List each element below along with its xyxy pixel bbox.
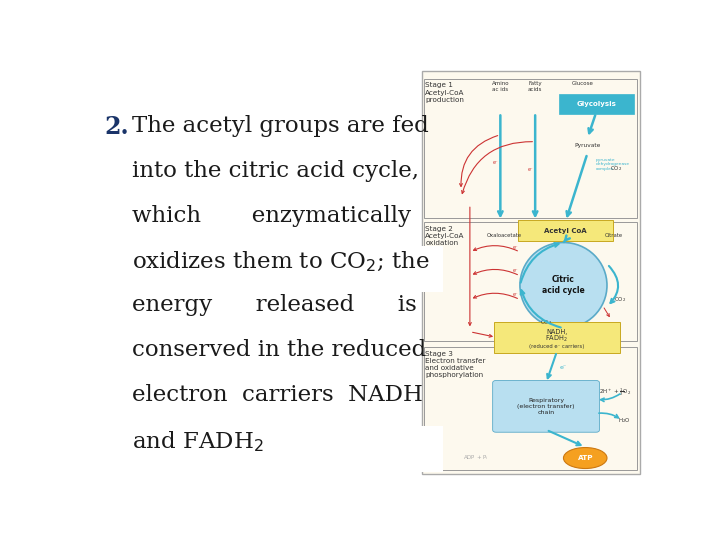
Text: H$_2$O: H$_2$O xyxy=(618,416,631,425)
Ellipse shape xyxy=(520,242,607,328)
Text: e⁻: e⁻ xyxy=(513,268,519,273)
FancyBboxPatch shape xyxy=(131,426,444,472)
Text: FADH$_2$: FADH$_2$ xyxy=(546,334,569,344)
Text: and FADH$_2$: and FADH$_2$ xyxy=(132,429,264,454)
Text: Respiratory
(electron transfer)
chain: Respiratory (electron transfer) chain xyxy=(517,398,575,415)
Text: CO$_2$: CO$_2$ xyxy=(540,318,552,327)
Text: pyruvate
dehydrogenase
complex: pyruvate dehydrogenase complex xyxy=(595,158,630,171)
Text: The acetyl groups are fed: The acetyl groups are fed xyxy=(132,114,428,137)
Text: Stage 2
Acetyl-CoA
oxidation: Stage 2 Acetyl-CoA oxidation xyxy=(426,226,465,246)
Text: which       enzymatically: which enzymatically xyxy=(132,205,411,226)
Text: Glucose: Glucose xyxy=(572,81,594,86)
Text: electron  carriers  NADH: electron carriers NADH xyxy=(132,384,423,406)
FancyBboxPatch shape xyxy=(424,347,637,470)
Text: NADH,: NADH, xyxy=(546,328,567,335)
Text: (reduced e⁻ carriers): (reduced e⁻ carriers) xyxy=(529,344,585,349)
Text: e⁻: e⁻ xyxy=(492,160,498,165)
Text: CO$_2$: CO$_2$ xyxy=(614,295,626,304)
Text: Citric
acid cycle: Citric acid cycle xyxy=(542,275,585,295)
Text: Stage 1
Acetyl-CoA
production: Stage 1 Acetyl-CoA production xyxy=(426,83,465,103)
FancyBboxPatch shape xyxy=(424,222,637,341)
Text: 2H$^+$ + $\frac{1}{2}$O$_2$: 2H$^+$ + $\frac{1}{2}$O$_2$ xyxy=(598,387,631,398)
Text: into the citric acid cycle,: into the citric acid cycle, xyxy=(132,160,419,181)
Text: oxidizes them to CO$_2$; the: oxidizes them to CO$_2$; the xyxy=(132,249,430,274)
Text: e⁻: e⁻ xyxy=(513,245,519,249)
Text: ATP: ATP xyxy=(577,455,593,461)
Text: CO$_2$: CO$_2$ xyxy=(610,164,622,173)
Text: Acetyl CoA: Acetyl CoA xyxy=(544,228,587,234)
Text: Stage 3
Electron transfer
and oxidative
phosphorylation: Stage 3 Electron transfer and oxidative … xyxy=(426,350,486,379)
Text: e⁻: e⁻ xyxy=(527,167,533,172)
Text: and FADH$_2$: and FADH$_2$ xyxy=(132,429,264,454)
Text: Citrate: Citrate xyxy=(605,233,623,238)
Text: 2.: 2. xyxy=(104,114,129,139)
FancyBboxPatch shape xyxy=(424,79,637,218)
Text: Oxaloacetate: Oxaloacetate xyxy=(487,233,522,238)
FancyBboxPatch shape xyxy=(131,246,444,292)
FancyBboxPatch shape xyxy=(492,381,600,432)
Text: Glycolysis: Glycolysis xyxy=(576,101,616,107)
Text: Fatty
acids: Fatty acids xyxy=(528,81,542,92)
Text: Pyruvate: Pyruvate xyxy=(575,144,600,149)
Text: e⁻: e⁻ xyxy=(513,292,519,297)
Text: energy      released      is: energy released is xyxy=(132,294,417,316)
FancyBboxPatch shape xyxy=(495,322,619,353)
FancyBboxPatch shape xyxy=(559,94,634,114)
Text: oxidizes them to CO$_2$; the: oxidizes them to CO$_2$; the xyxy=(132,249,430,274)
Text: conserved in the reduced: conserved in the reduced xyxy=(132,339,426,361)
Ellipse shape xyxy=(564,448,607,469)
Text: Amino
ac ids: Amino ac ids xyxy=(492,81,509,92)
Text: ADP + P$_i$: ADP + P$_i$ xyxy=(464,454,490,462)
FancyBboxPatch shape xyxy=(422,71,639,474)
FancyBboxPatch shape xyxy=(518,220,613,241)
Text: e⁻: e⁻ xyxy=(559,364,567,370)
